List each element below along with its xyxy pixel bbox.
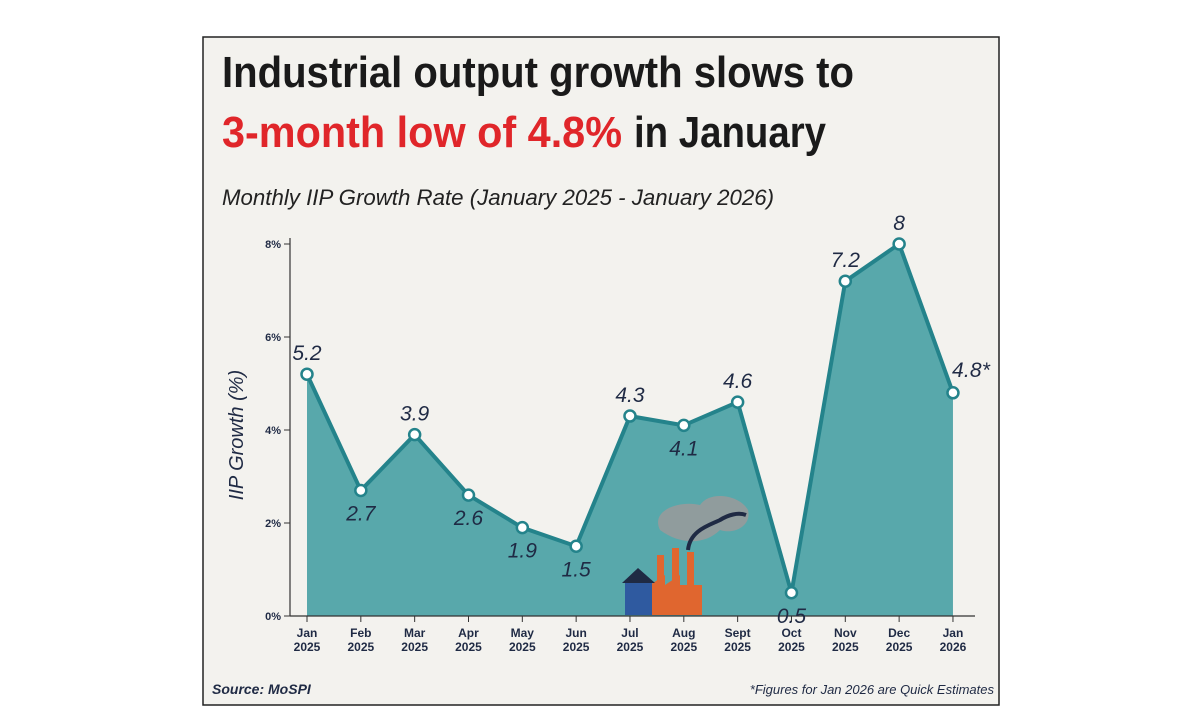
x-tick-label: Jun 2025 (562, 626, 590, 654)
data-label: 1.5 (562, 558, 592, 581)
data-label: 1.9 (508, 540, 538, 563)
data-label: 2.6 (453, 507, 484, 530)
x-tick-label: Aug 2025 (670, 626, 698, 654)
data-label: 4.6 (723, 370, 753, 393)
point (515, 520, 530, 535)
point (730, 395, 745, 409)
data-label: 4.3 (615, 384, 645, 407)
x-tick-label: Jul 2025 (616, 626, 644, 654)
point (623, 409, 637, 423)
plot-area: 0% 2% 4% 6% 8% 5.2 2.7 3.9 2.6 1.9 1.5 4.3 4.1 4.6 0.5… (265, 212, 991, 628)
data-label: 3.9 (400, 403, 430, 426)
point (354, 483, 368, 498)
data-label: 4.8* (952, 359, 991, 382)
x-tick-label: Dec 2025 (885, 626, 913, 654)
y-tick-label: 2% (265, 518, 281, 530)
data-label: 7.2 (831, 249, 861, 272)
point (569, 539, 583, 553)
point (677, 418, 691, 433)
data-label: 4.1 (669, 437, 698, 460)
point (892, 237, 906, 251)
area (307, 244, 953, 616)
data-label: 0.5 (777, 605, 807, 628)
x-tick-label: Sept 2025 (724, 626, 751, 654)
x-tick-label: Nov 2025 (831, 626, 859, 654)
y-axis-label: IIP Growth (%) (226, 370, 248, 500)
title-rest: in January (634, 108, 826, 157)
x-tick-label: Feb 2025 (347, 626, 375, 654)
title-line: Industrial output growth slows to (222, 48, 854, 97)
title-highlight: 3-month low of 4.8% (222, 108, 622, 157)
x-tick-label: Oct 2025 (778, 626, 805, 654)
data-label: 2.7 (345, 502, 377, 525)
x-tick-label: Jan 2026 (939, 626, 967, 654)
x-tick-label: Mar 2025 (401, 626, 428, 654)
subtitle: Monthly IIP Growth Rate (January 2025 - … (222, 185, 774, 210)
data-label: 5.2 (292, 342, 322, 365)
point (838, 274, 853, 288)
source: Source: MoSPI (212, 681, 312, 697)
factory-icon (622, 495, 749, 615)
footnote: *Figures for Jan 2026 are Quick Estimate… (750, 682, 995, 697)
x-tick-label: Jan 2025 (293, 626, 321, 654)
point (461, 488, 476, 502)
y-tick-label: 8% (265, 239, 281, 251)
point (407, 427, 422, 442)
point (946, 386, 960, 400)
y-tick-label: 6% (265, 332, 281, 344)
y-tick-label: 4% (265, 425, 281, 437)
x-tick-label: May 2025 (508, 626, 536, 654)
y-tick-label: 0% (265, 611, 281, 623)
point (300, 367, 314, 381)
x-tick-label: Apr 2025 (455, 626, 482, 654)
point (784, 586, 799, 600)
data-label: 8 (893, 212, 905, 235)
